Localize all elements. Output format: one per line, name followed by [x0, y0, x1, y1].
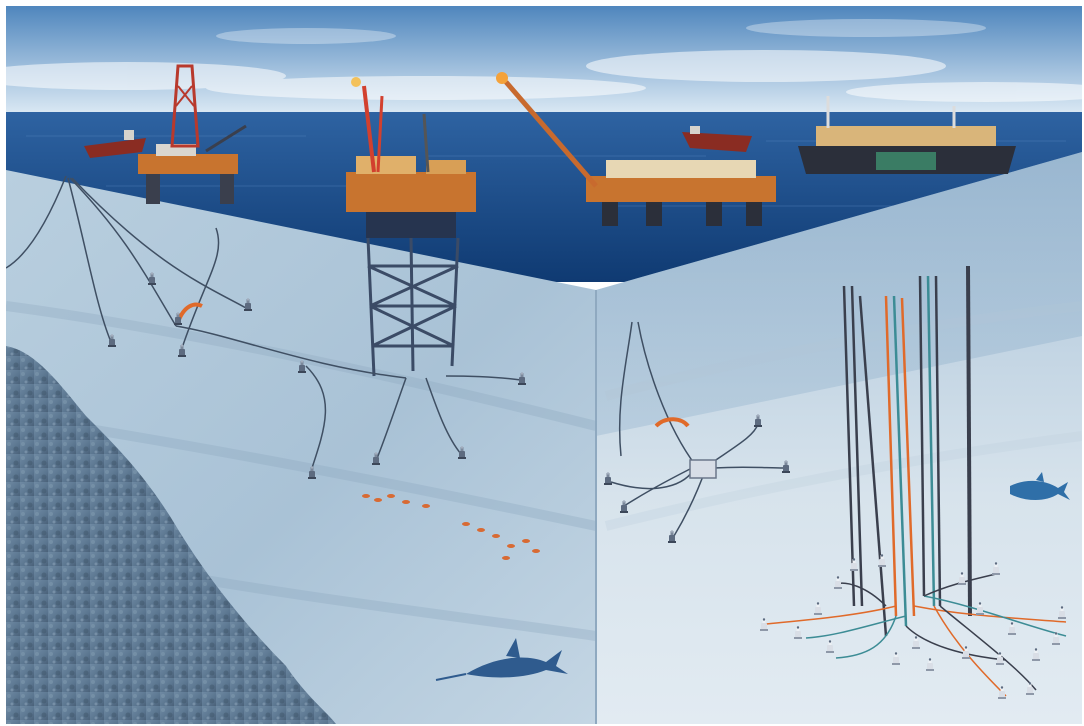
shuttle-tanker-icon	[682, 126, 752, 152]
clouds	[6, 19, 1082, 102]
small-fish-icon	[1010, 472, 1070, 500]
water-column-wall	[596, 152, 1082, 436]
platform-jacket	[366, 237, 460, 377]
fish-school	[362, 494, 540, 560]
deepwater-flowlines	[765, 573, 1067, 697]
offshore-cutaway-scene	[6, 6, 1082, 724]
right-riser-orange	[654, 417, 690, 428]
subsea-manifold	[689, 459, 717, 479]
rock-outcrop	[6, 346, 336, 724]
tanker-icon	[84, 130, 146, 158]
fpso-ship-icon	[798, 96, 1016, 174]
left-flowlines	[6, 175, 522, 472]
deepwater-risers	[842, 265, 972, 637]
platform-icon	[346, 77, 476, 238]
production-semisub-icon	[496, 72, 776, 226]
fish-icon	[435, 638, 568, 681]
drilling-rig-icon	[138, 64, 247, 204]
